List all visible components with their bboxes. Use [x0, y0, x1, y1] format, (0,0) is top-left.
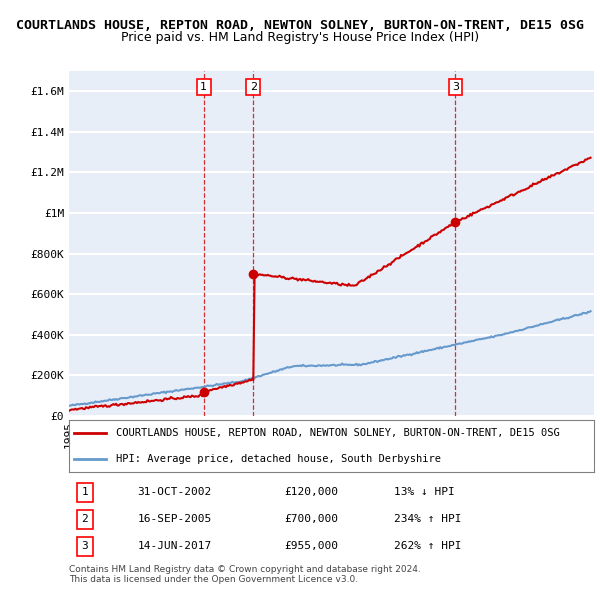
Text: £120,000: £120,000	[284, 487, 338, 497]
Text: 234% ↑ HPI: 234% ↑ HPI	[395, 514, 462, 525]
Text: Contains HM Land Registry data © Crown copyright and database right 2024.: Contains HM Land Registry data © Crown c…	[69, 565, 421, 574]
Text: HPI: Average price, detached house, South Derbyshire: HPI: Average price, detached house, Sout…	[116, 454, 441, 464]
Text: 3: 3	[452, 82, 459, 92]
Text: 1: 1	[200, 82, 207, 92]
Text: This data is licensed under the Open Government Licence v3.0.: This data is licensed under the Open Gov…	[69, 575, 358, 584]
Text: 14-JUN-2017: 14-JUN-2017	[137, 541, 212, 551]
Text: 16-SEP-2005: 16-SEP-2005	[137, 514, 212, 525]
Text: 3: 3	[82, 541, 88, 551]
Text: £955,000: £955,000	[284, 541, 338, 551]
Text: COURTLANDS HOUSE, REPTON ROAD, NEWTON SOLNEY, BURTON-ON-TRENT, DE15 0SG: COURTLANDS HOUSE, REPTON ROAD, NEWTON SO…	[16, 19, 584, 32]
Text: 31-OCT-2002: 31-OCT-2002	[137, 487, 212, 497]
Text: 262% ↑ HPI: 262% ↑ HPI	[395, 541, 462, 551]
Text: 1: 1	[82, 487, 88, 497]
Text: 2: 2	[250, 82, 257, 92]
Text: COURTLANDS HOUSE, REPTON ROAD, NEWTON SOLNEY, BURTON-ON-TRENT, DE15 0SG: COURTLANDS HOUSE, REPTON ROAD, NEWTON SO…	[116, 428, 560, 438]
Text: £700,000: £700,000	[284, 514, 338, 525]
Text: 2: 2	[82, 514, 88, 525]
Text: 13% ↓ HPI: 13% ↓ HPI	[395, 487, 455, 497]
Text: Price paid vs. HM Land Registry's House Price Index (HPI): Price paid vs. HM Land Registry's House …	[121, 31, 479, 44]
